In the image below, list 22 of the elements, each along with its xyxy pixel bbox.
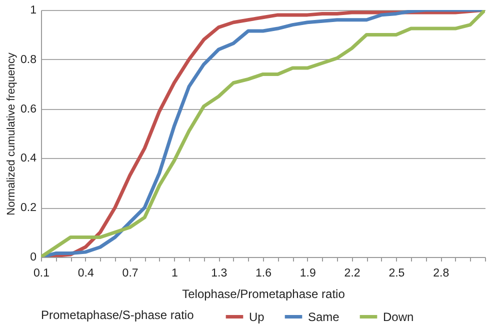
legend-label: Same xyxy=(308,310,340,324)
x-axis-title: Telophase/Prometaphase ratio xyxy=(182,287,346,301)
y-tick-label: 0.4 xyxy=(20,152,38,165)
legend-label: Down xyxy=(383,310,414,324)
x-tick-label: 2.5 xyxy=(388,268,405,280)
legend-title: Prometaphase/S-phase ratio xyxy=(41,308,194,322)
y-tick-label: 0.2 xyxy=(20,202,36,214)
x-tick-label: 1.3 xyxy=(211,268,228,280)
x-tick-label: 1.9 xyxy=(300,268,316,280)
x-tick-label: 0.4 xyxy=(78,268,94,280)
x-tick-label: 2.2 xyxy=(344,268,360,280)
y-tick-label: 1 xyxy=(30,4,36,16)
x-tick-label: 1.6 xyxy=(256,268,272,280)
y-tick-label: 0.6 xyxy=(20,103,36,116)
x-tick-label: 2.8 xyxy=(433,268,450,280)
legend-label: Up xyxy=(249,310,265,324)
x-tick-label: 0.7 xyxy=(122,268,138,280)
y-axis-title: Normalized cumulative frequency xyxy=(6,52,18,216)
x-tick-label: 0.1 xyxy=(34,268,50,280)
y-tick-label: 0 xyxy=(30,252,36,264)
x-tick-label: 1 xyxy=(171,268,178,280)
y-tick-label: 0.8 xyxy=(20,54,36,66)
